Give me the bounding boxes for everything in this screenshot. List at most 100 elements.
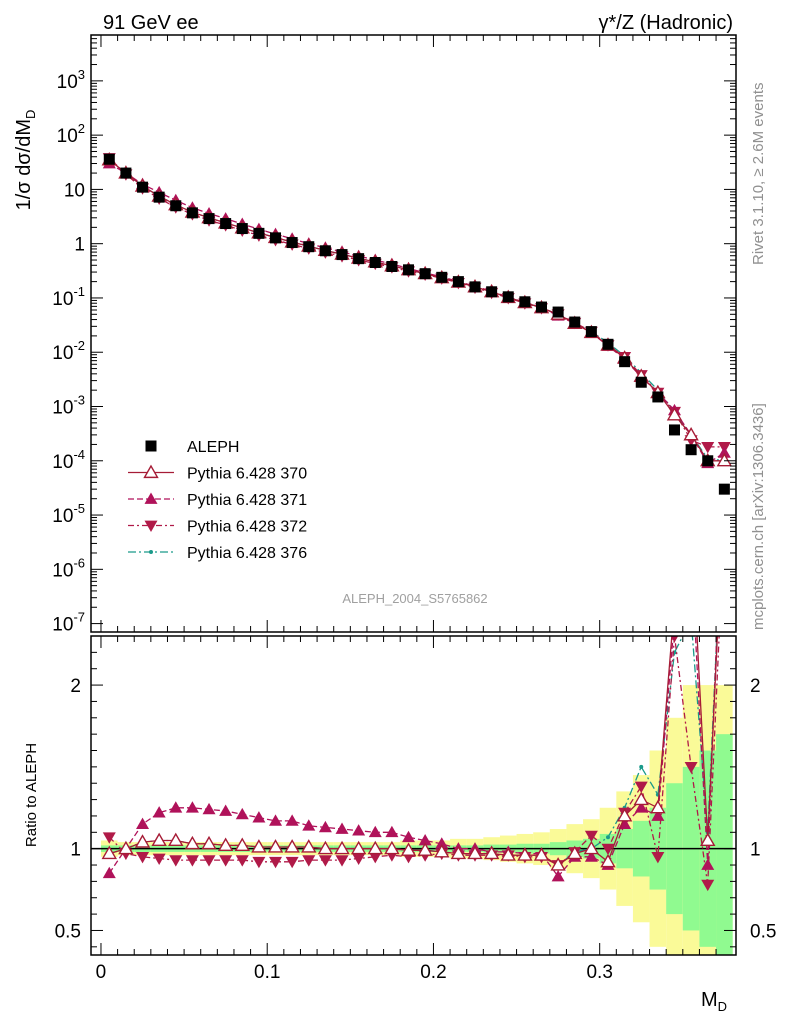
series-line-p372-main	[108, 157, 725, 448]
header-left-label: 91 GeV ee	[103, 12, 199, 34]
y-axis-label-main: 1/σ dσ/dM	[13, 119, 35, 210]
y-tick-label-exp: 3	[78, 67, 85, 82]
y-tick-label: 10	[64, 180, 85, 201]
point-p372-ratio	[584, 830, 598, 843]
point-aleph-main	[303, 241, 315, 253]
point-aleph-main	[270, 232, 282, 244]
ratio-y-tick-label: 1	[70, 840, 81, 861]
point-p372-ratio	[318, 855, 332, 867]
point-p370-ratio	[700, 832, 716, 847]
rivet-label: Rivet 3.1.10, ≥ 2.6M events	[750, 83, 767, 266]
point-p372-ratio	[252, 856, 266, 869]
point-aleph-main	[652, 391, 664, 403]
point-p370-ratio	[533, 847, 550, 861]
point-aleph-main	[486, 286, 498, 298]
ratio-frame	[90, 635, 737, 956]
point-p371-ratio	[634, 801, 648, 813]
point-p370-ratio	[134, 834, 151, 848]
legend: ALEPH Pythia 6.428 370 Pythia 6.428 371 Pyt…	[128, 439, 307, 562]
series-aleph-main	[103, 153, 730, 495]
point-aleph-main	[602, 338, 614, 350]
y-tick-label-base: 10	[52, 343, 73, 364]
point-p372-main	[701, 442, 715, 454]
point-p372-ratio	[152, 853, 166, 865]
ratio-axis-label: Ratio to ALEPH	[23, 743, 40, 847]
x-axis-label-main: M	[701, 989, 718, 1011]
point-p372-ratio	[136, 851, 150, 864]
point-p370-ratio	[500, 847, 516, 861]
point-aleph-main	[353, 253, 365, 265]
point-p370-ratio	[367, 840, 383, 855]
point-aleph-main	[702, 455, 714, 467]
point-p370-ratio	[633, 791, 649, 806]
point-p370-ratio	[450, 845, 467, 860]
point-p372-ratio	[102, 832, 116, 844]
point-aleph-main	[103, 153, 115, 165]
point-aleph-main	[569, 316, 581, 328]
point-aleph-main	[403, 264, 415, 276]
y-tick-label-exp: -5	[73, 501, 85, 516]
point-aleph-main	[502, 291, 514, 303]
y-tick-label-base: 10	[57, 126, 78, 147]
y-tick-label-base: 10	[52, 452, 73, 473]
point-p370-ratio	[350, 840, 367, 855]
point-p372-ratio	[634, 781, 648, 794]
ratio-y-tick-label-right: 0.5	[750, 921, 776, 942]
point-aleph-main	[552, 306, 564, 318]
point-p372-ratio	[169, 855, 183, 867]
point-p372-ratio	[651, 851, 665, 864]
y-tick-label: 1	[74, 235, 85, 256]
point-aleph-main	[452, 276, 464, 288]
ratio-y-tick-label: 2	[70, 676, 81, 697]
y-tick-label-base: 10	[52, 506, 73, 527]
point-p372-ratio	[335, 855, 349, 867]
point-p371-ratio	[418, 833, 432, 846]
watermark: ALEPH_2004_S5765862	[342, 591, 487, 606]
point-aleph-main	[186, 207, 198, 219]
x-tick-label: 0.2	[420, 962, 446, 983]
point-p370-ratio	[467, 845, 483, 860]
point-p371-ratio	[185, 801, 199, 813]
point-aleph-main	[685, 444, 697, 456]
series-line-p370-main	[108, 159, 725, 462]
y-tick-label-base: 10	[52, 289, 73, 310]
y-axis-label-sub: D	[23, 110, 38, 119]
legend-marker-p371	[144, 492, 158, 504]
x-tick-label: 0.3	[586, 962, 612, 983]
point-p370-main	[666, 406, 683, 421]
point-p370-ratio	[384, 840, 400, 855]
point-p371-main	[717, 446, 731, 458]
point-p370-ratio	[101, 845, 117, 860]
point-p372-ratio	[601, 843, 615, 856]
point-p376-ratio	[689, 618, 693, 622]
y-tick-label: 10-1	[52, 284, 85, 310]
point-p371-ratio	[302, 819, 316, 831]
y-tick-label-exp: -3	[73, 393, 85, 408]
point-aleph-main	[536, 301, 548, 313]
x-tick-label: 0	[96, 962, 107, 983]
point-p372-ratio	[269, 856, 283, 869]
legend-marker-aleph	[145, 440, 157, 452]
point-p371-ratio	[402, 830, 416, 843]
legend-item-aleph: ALEPH	[145, 439, 239, 456]
point-p370-ratio	[616, 808, 633, 822]
point-p371-ratio	[102, 866, 116, 879]
point-aleph-main	[585, 326, 597, 338]
band-stat-bin	[716, 734, 733, 955]
series-line-p371-main	[108, 162, 725, 465]
point-p372-ratio	[285, 856, 299, 869]
point-p370-ratio	[284, 839, 300, 853]
point-aleph-main	[469, 281, 481, 293]
y-tick-label-exp: -1	[73, 284, 85, 299]
point-p370-ratio	[201, 835, 217, 850]
point-p371-ratio	[136, 817, 150, 830]
point-p370-ratio	[517, 847, 533, 861]
y-tick-label-base: 10	[52, 398, 73, 419]
series-p372-main	[102, 153, 731, 454]
ratio-panel: 0 0.1 0.2 0.3 0.5 0.5 1 1 2 2	[55, 618, 776, 983]
point-p370-ratio	[434, 844, 450, 858]
point-aleph-main	[369, 257, 381, 269]
point-p372-ratio	[185, 855, 199, 867]
point-p372-ratio	[202, 855, 216, 867]
